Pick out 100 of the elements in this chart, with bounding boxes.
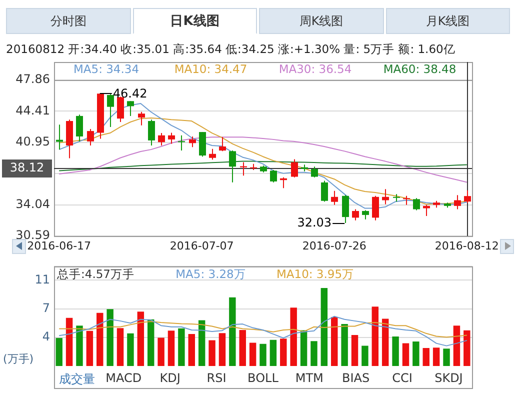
- candlestick: [352, 208, 359, 221]
- candlestick: [464, 190, 471, 204]
- candlestick: [270, 169, 277, 183]
- bar: [443, 348, 450, 366]
- annotation: 46.42: [112, 86, 148, 101]
- bar: [362, 346, 368, 366]
- bar: [402, 343, 410, 366]
- bar: [188, 334, 195, 366]
- text: 成交量: [58, 371, 96, 388]
- bar: [310, 341, 318, 366]
- candlestick: [362, 210, 369, 220]
- bar: [392, 336, 399, 366]
- bar: [147, 319, 154, 366]
- text: BIAS: [341, 371, 371, 387]
- text: MA60: 38.48: [383, 62, 456, 76]
- bar: [280, 338, 287, 366]
- text: 分时图: [6, 8, 130, 34]
- bar: [158, 338, 164, 366]
- text: MACD: [104, 371, 143, 387]
- bar: [320, 288, 328, 366]
- bar: [453, 326, 460, 366]
- y-tick-label: 7: [42, 300, 50, 315]
- candlestick: [76, 114, 83, 142]
- candlestick: [87, 128, 94, 146]
- candlestick: [240, 162, 247, 176]
- bar: [106, 309, 114, 366]
- bar: [96, 312, 104, 366]
- bar: [168, 330, 175, 366]
- candlestick: [189, 136, 196, 148]
- bar: [198, 320, 206, 366]
- text: KDJ: [158, 371, 182, 387]
- candlestick: [127, 100, 134, 116]
- candlestick: [107, 94, 114, 128]
- bar: [56, 338, 62, 366]
- candlestick: [199, 132, 206, 158]
- candlestick: [291, 158, 298, 178]
- y-tick-label: 40.95: [16, 134, 50, 149]
- legend-title: 总手:4.57万手: [56, 267, 134, 282]
- bar: [341, 324, 348, 366]
- text: 月K线图: [386, 8, 510, 34]
- y-tick-label: 11: [34, 272, 50, 286]
- text: 周K线图: [259, 8, 384, 34]
- candlestick: [209, 148, 216, 160]
- text: 日K线图: [132, 8, 257, 34]
- bar: [249, 342, 256, 366]
- bar: [300, 330, 308, 366]
- y-tick-label: 4: [42, 330, 50, 344]
- candlestick: [331, 190, 338, 206]
- candlestick: [372, 195, 379, 221]
- y-axis-title: (万手): [3, 352, 34, 366]
- text: SKDJ: [434, 371, 464, 387]
- candlestick: [342, 194, 349, 224]
- bar: [137, 312, 144, 366]
- bar: [239, 330, 246, 366]
- text: BOLL: [246, 371, 280, 387]
- candlestick: [158, 132, 165, 146]
- bar: [412, 341, 420, 366]
- candlestick: [423, 204, 430, 217]
- candlestick: [148, 119, 155, 146]
- bar: [86, 330, 94, 366]
- candlestick: [311, 166, 318, 178]
- bar: [218, 333, 226, 366]
- chart-title: 20160812 开:34.40 收:35.01 高:35.64 低:34.25 涨:+1.30% 量: 5万手 额: 1.60亿: [6, 42, 456, 57]
- candlestick: [403, 195, 410, 206]
- bar: [382, 318, 389, 366]
- text: MA5: 34.34: [73, 62, 140, 76]
- candlestick: [168, 132, 175, 144]
- candlestick: [321, 180, 328, 202]
- text: MA30: 36.54: [278, 62, 352, 76]
- x-tick-label: 2016-07-26: [302, 239, 366, 252]
- candlestick: [56, 124, 63, 150]
- bar: [331, 316, 338, 366]
- bar: [351, 334, 358, 366]
- bar: [127, 333, 134, 366]
- annotation: 32.03: [297, 216, 332, 230]
- x-tick-label: 2016-07-07: [170, 239, 234, 252]
- bar: [432, 348, 440, 366]
- y-tick-label: 44.41: [16, 103, 50, 118]
- bar: [372, 306, 379, 366]
- bar: [422, 348, 430, 366]
- bar: [208, 340, 216, 366]
- bar: [66, 318, 73, 366]
- text: RSI: [206, 371, 228, 387]
- bar: [464, 330, 470, 366]
- candlestick: [138, 111, 145, 126]
- x-tick-label: 2016-08-12: [434, 239, 499, 252]
- ref-line-label: 38.12: [10, 160, 44, 175]
- candlestick: [229, 150, 236, 183]
- text: CCI: [391, 371, 414, 387]
- text: MTM: [294, 371, 324, 387]
- y-tick-label: 47.86: [16, 72, 50, 86]
- candlestick: [219, 136, 226, 152]
- bar: [290, 308, 297, 366]
- bar: [260, 344, 266, 366]
- text: MA5: 3.28万: [176, 267, 246, 282]
- candlestick: [178, 134, 185, 152]
- bar: [76, 326, 83, 366]
- text: MA10: 3.95万: [276, 267, 354, 282]
- bar: [178, 328, 185, 366]
- candlestick: [117, 96, 124, 123]
